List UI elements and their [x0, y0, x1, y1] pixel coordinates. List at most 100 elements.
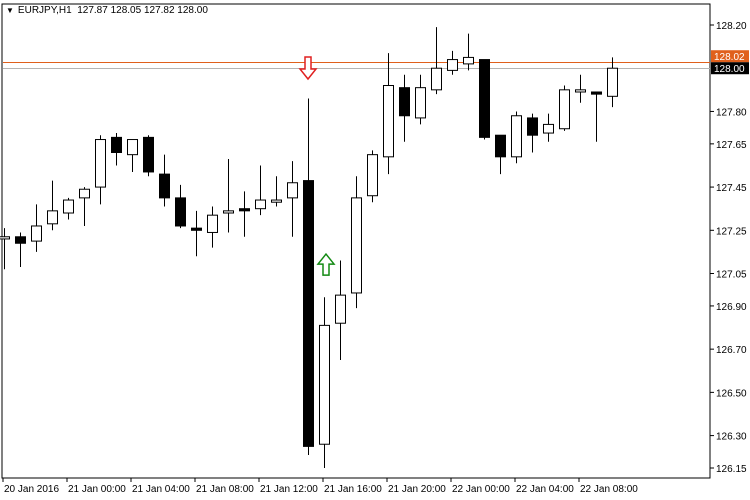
price-tick-label: 126.50 [716, 388, 747, 399]
candle [511, 111, 522, 164]
bull-candle-body [607, 67, 618, 97]
candle [191, 210, 202, 257]
buy-arrow-up-icon [316, 252, 336, 276]
horizontal-levels [3, 62, 710, 69]
bear-candle-body [175, 197, 186, 227]
bull-candle-body [63, 199, 74, 214]
symbol-label: EURJPY,H1 [17, 5, 72, 16]
time-tick-label: 21 Jan 04:00 [132, 484, 190, 495]
time-tick-label: 21 Jan 08:00 [196, 484, 254, 495]
candle [143, 135, 154, 177]
candle [111, 133, 122, 166]
bull-candle-body [559, 89, 570, 130]
price-tick-label: 127.05 [716, 270, 747, 281]
bull-candle-body [575, 89, 586, 93]
bull-candle-body [511, 115, 522, 158]
candle [415, 74, 426, 125]
time-tick-label: 21 Jan 00:00 [68, 484, 126, 495]
time-axis: 20 Jan 2016 21 Jan 00:00 21 Jan 04:00 21 Ja… [2, 478, 638, 495]
bull-candle-body [463, 56, 474, 65]
candle [383, 53, 394, 175]
candle [0, 228, 10, 270]
bull-candle-body [31, 225, 42, 242]
price-axis: 128.20 127.80 127.65 127.45 127.25 127.05 126.… [710, 21, 747, 475]
candle [303, 98, 314, 456]
bull-candle-body [383, 85, 394, 158]
candle [543, 113, 554, 142]
candle [15, 232, 26, 268]
level-price-label: 128.02 [714, 52, 745, 63]
bull-candle-body [335, 294, 346, 324]
bull-candle-body [543, 123, 554, 134]
candle [335, 260, 346, 360]
bear-candle-body [111, 136, 122, 153]
candle [319, 297, 330, 469]
bull-candle-body [255, 199, 266, 210]
bid-price-label-bg [711, 62, 749, 75]
candle [479, 59, 490, 140]
bull-candle-body [351, 197, 362, 294]
candle [287, 161, 298, 237]
bear-candle-body [143, 136, 154, 173]
candle [127, 139, 138, 172]
price-tick-label: 128.20 [716, 21, 747, 32]
candle [63, 197, 74, 220]
time-tick-label: 21 Jan 12:00 [260, 484, 318, 495]
bull-candle-body [367, 154, 378, 197]
level-price-label-bg [711, 50, 749, 63]
bull-candle-body [223, 210, 234, 214]
price-tick-label: 126.70 [716, 345, 747, 356]
bull-candle-body [127, 139, 138, 156]
bull-candle-body [0, 236, 10, 240]
bear-candle-body [239, 208, 250, 212]
bull-candle-body [95, 139, 106, 188]
candle [367, 150, 378, 203]
candle [527, 113, 538, 153]
candles [0, 27, 618, 469]
bull-candle-body [47, 210, 58, 225]
bear-candle-body [159, 173, 170, 199]
candle [47, 180, 58, 231]
price-tick-label: 126.90 [716, 302, 747, 313]
bull-candle-body [79, 188, 90, 199]
price-tick-label: 126.30 [716, 432, 747, 443]
signal-arrows [298, 56, 336, 276]
candle [431, 27, 442, 95]
candle [207, 206, 218, 248]
candle [79, 187, 90, 226]
bear-candle-body [15, 236, 26, 244]
time-tick-label: 21 Jan 16:00 [324, 484, 382, 495]
ohlc-readout: 127.87 128.05 127.82 128.00 [77, 5, 208, 16]
candle [447, 50, 458, 75]
bull-candle-body [431, 67, 442, 91]
time-tick-label: 20 Jan 2016 [4, 484, 59, 495]
time-tick-label: 22 Jan 08:00 [580, 484, 638, 495]
time-tick-label: 22 Jan 04:00 [516, 484, 574, 495]
candle [239, 191, 250, 237]
bear-candle-body [303, 180, 314, 447]
bear-candle-body [399, 87, 410, 117]
bear-candle-body [479, 59, 490, 138]
candle [223, 158, 234, 233]
candle [175, 184, 186, 229]
price-tick-label: 127.25 [716, 226, 747, 237]
bull-candle-body [271, 199, 282, 203]
candle [559, 85, 570, 131]
candle [351, 176, 362, 309]
candle [31, 204, 42, 252]
candle [495, 134, 506, 175]
bull-candle-body [207, 214, 218, 233]
candle [591, 91, 602, 142]
price-tick-label: 127.65 [716, 140, 747, 151]
sell-arrow-down-icon [298, 56, 318, 81]
candle [399, 74, 410, 142]
price-tick-label: 127.45 [716, 183, 747, 194]
collapse-triangle-icon[interactable]: ▼ [6, 6, 14, 15]
bear-candle-body [495, 134, 506, 158]
bull-candle-body [319, 324, 330, 445]
candle [463, 33, 474, 71]
price-tick-label: 126.15 [716, 464, 747, 475]
bull-candle-body [287, 182, 298, 199]
